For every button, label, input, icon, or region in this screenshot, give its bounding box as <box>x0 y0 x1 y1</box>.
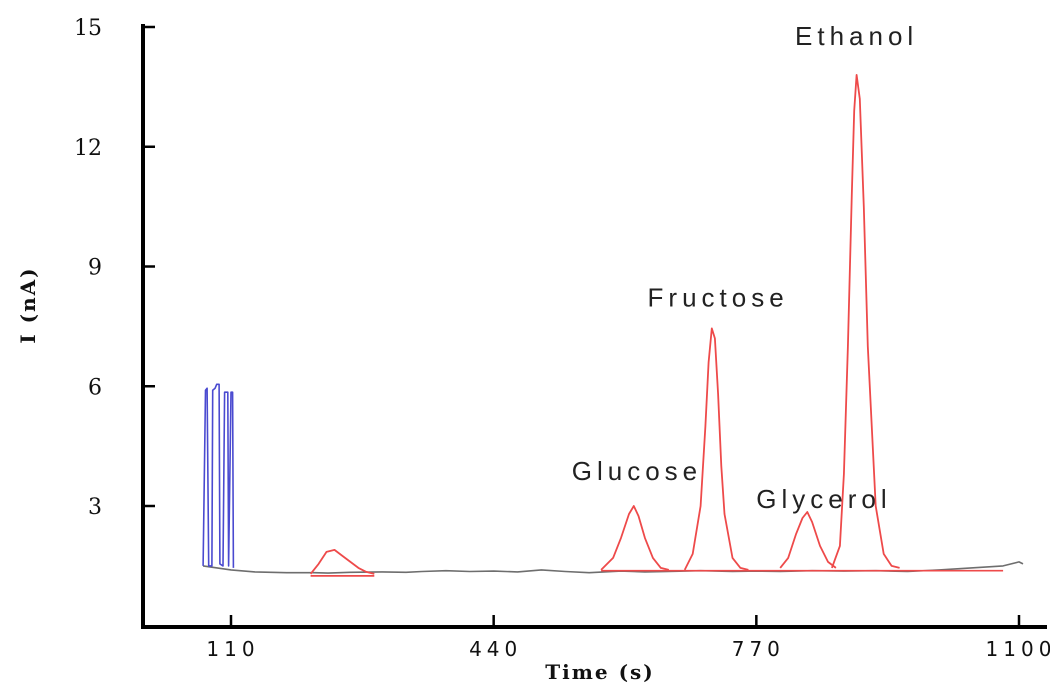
y-tick-label: 6 <box>88 375 102 400</box>
axes <box>141 24 1047 629</box>
y-axis-title: I (nA) <box>16 266 40 343</box>
labels: Glucose Fructose Glycerol Ethanol Time (s) I … <box>16 21 918 684</box>
x-tick-label: 440 <box>469 637 522 661</box>
ethanol-peak-trace <box>831 74 900 569</box>
peak-label: Fructose <box>648 282 789 312</box>
small-peak-trace <box>309 549 375 575</box>
pulse-trace <box>202 383 235 568</box>
y-tick-label: 15 <box>74 16 102 41</box>
glucose-peak-trace <box>600 505 670 571</box>
series <box>202 74 1024 577</box>
x-tick-label: 1100 <box>986 637 1050 661</box>
peak-label: Glucose <box>572 456 702 486</box>
x-tick-label: 110 <box>206 637 259 661</box>
peak-label: Ethanol <box>795 21 918 51</box>
peak-label: Glycerol <box>756 484 891 514</box>
x-axis-title: Time (s) <box>545 660 655 684</box>
ticks: 3 6 9 12 15 110 440 770 1100 <box>74 16 1050 661</box>
y-tick-label: 12 <box>74 136 102 161</box>
x-tick-label: 770 <box>732 637 785 661</box>
glycerol-peak-trace <box>779 511 837 569</box>
fructose-peak-trace <box>683 327 749 571</box>
y-tick-label: 3 <box>88 495 102 520</box>
y-tick-label: 9 <box>88 256 102 281</box>
